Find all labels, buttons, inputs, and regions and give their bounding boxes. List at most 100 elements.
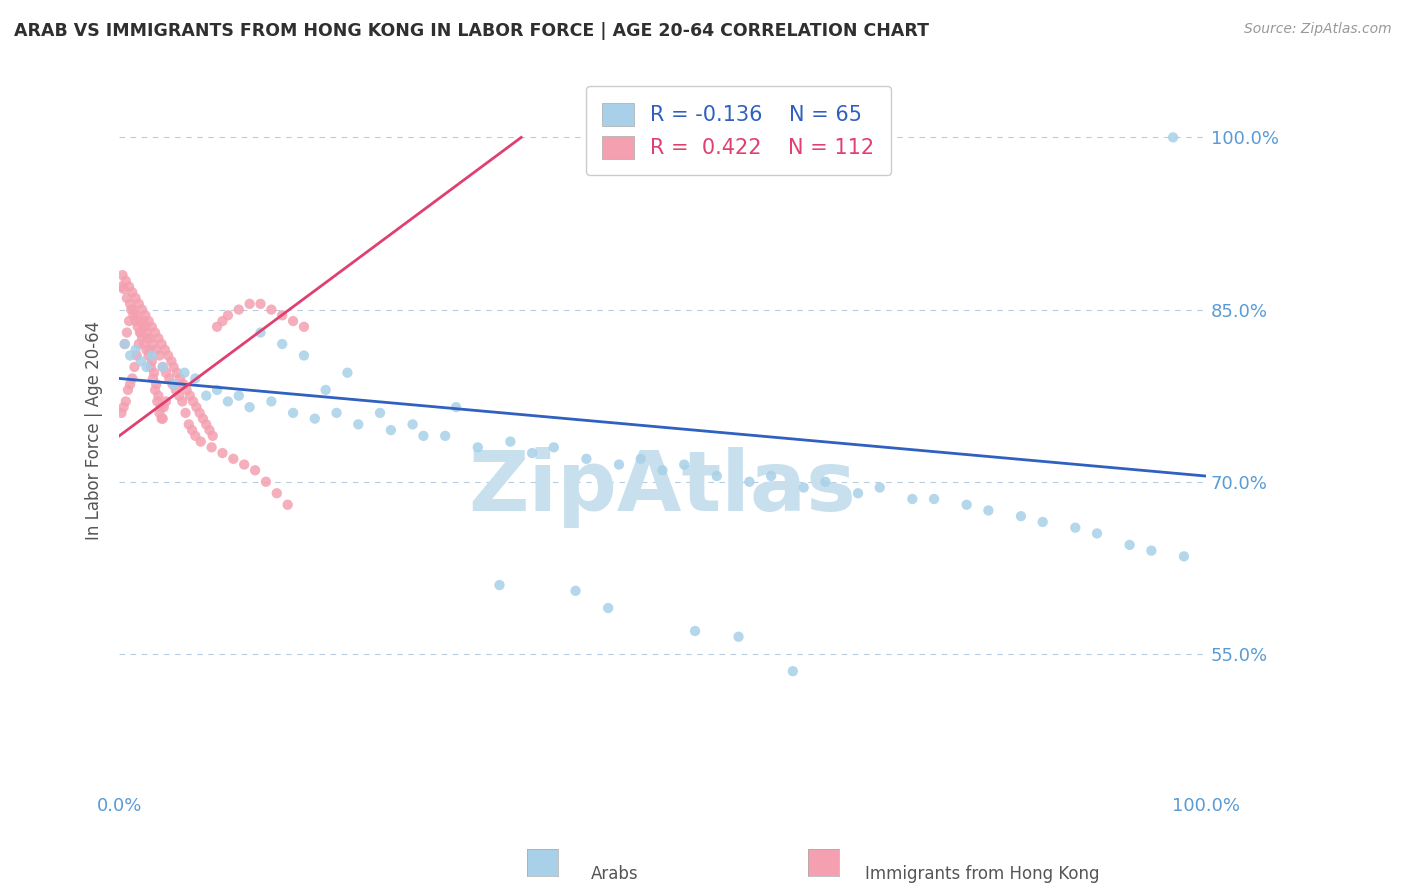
Legend: R = -0.136    N = 65, R =  0.422    N = 112: R = -0.136 N = 65, R = 0.422 N = 112 <box>586 87 891 176</box>
Point <box>205 383 228 397</box>
Point <box>869 481 891 495</box>
Point <box>564 583 586 598</box>
Point <box>922 491 945 506</box>
Point <box>901 491 924 506</box>
Point <box>172 394 194 409</box>
Point <box>153 343 176 357</box>
Point <box>139 359 162 374</box>
Point <box>138 349 160 363</box>
Point <box>114 394 136 409</box>
Point <box>152 359 174 374</box>
Point <box>1085 526 1108 541</box>
Point <box>141 319 163 334</box>
Point <box>110 406 132 420</box>
Point <box>143 383 166 397</box>
Point <box>281 406 304 420</box>
Point <box>169 371 191 385</box>
Point <box>222 451 245 466</box>
Point <box>150 337 173 351</box>
Point <box>249 326 271 340</box>
Point <box>198 423 221 437</box>
Point <box>148 331 170 345</box>
Point <box>190 434 212 449</box>
Point <box>759 469 782 483</box>
Point <box>138 331 160 345</box>
Point <box>315 383 337 397</box>
Point <box>125 349 148 363</box>
Point <box>149 400 172 414</box>
Point <box>129 326 152 340</box>
Point <box>738 475 761 489</box>
Point <box>217 308 239 322</box>
Point <box>260 394 283 409</box>
Text: Source: ZipAtlas.com: Source: ZipAtlas.com <box>1244 22 1392 37</box>
Point <box>444 400 467 414</box>
Point <box>977 503 1000 517</box>
Point <box>683 624 706 638</box>
Point <box>124 314 146 328</box>
Point <box>543 440 565 454</box>
Point <box>128 337 150 351</box>
Point <box>1010 509 1032 524</box>
Point <box>793 481 815 495</box>
Point <box>228 302 250 317</box>
Point <box>434 429 457 443</box>
Point <box>138 343 160 357</box>
Point <box>607 458 630 472</box>
Point <box>239 400 262 414</box>
Point <box>174 406 197 420</box>
Point <box>134 319 156 334</box>
Point <box>1140 543 1163 558</box>
Y-axis label: In Labor Force | Age 20-64: In Labor Force | Age 20-64 <box>86 320 103 540</box>
Point <box>127 319 149 334</box>
Point <box>1064 521 1087 535</box>
Point <box>499 434 522 449</box>
Point <box>124 291 146 305</box>
Point <box>131 331 153 345</box>
Point <box>184 429 207 443</box>
Point <box>266 486 288 500</box>
Point <box>120 349 142 363</box>
Point <box>1118 538 1140 552</box>
Point <box>152 411 174 425</box>
Text: Immigrants from Hong Kong: Immigrants from Hong Kong <box>865 865 1099 883</box>
Point <box>166 366 188 380</box>
Point <box>143 366 166 380</box>
Point <box>124 359 146 374</box>
Point <box>146 394 169 409</box>
Point <box>145 343 167 357</box>
Point <box>155 366 177 380</box>
Point <box>205 319 228 334</box>
Point <box>368 406 391 420</box>
Point <box>115 291 138 305</box>
Point <box>380 423 402 437</box>
Point <box>277 498 299 512</box>
Point <box>110 279 132 293</box>
Point <box>155 394 177 409</box>
Point <box>141 349 163 363</box>
Point <box>630 451 652 466</box>
Point <box>782 664 804 678</box>
Point <box>488 578 510 592</box>
Point <box>120 377 142 392</box>
Point <box>121 371 143 385</box>
Point <box>846 486 869 500</box>
Text: ARAB VS IMMIGRANTS FROM HONG KONG IN LABOR FORCE | AGE 20-64 CORRELATION CHART: ARAB VS IMMIGRANTS FROM HONG KONG IN LAB… <box>14 22 929 40</box>
Point <box>134 337 156 351</box>
Point <box>135 359 157 374</box>
Point <box>148 389 170 403</box>
Point <box>1173 549 1195 564</box>
Point <box>260 302 283 317</box>
Point <box>122 302 145 317</box>
Point <box>131 302 153 317</box>
Point <box>325 406 347 420</box>
Point <box>142 337 165 351</box>
Point <box>135 343 157 357</box>
Point <box>162 377 184 392</box>
Point <box>233 458 256 472</box>
Point <box>157 349 180 363</box>
Point <box>651 463 673 477</box>
Point <box>467 440 489 454</box>
Point <box>162 377 184 392</box>
Text: ZipAtlas: ZipAtlas <box>468 448 856 528</box>
